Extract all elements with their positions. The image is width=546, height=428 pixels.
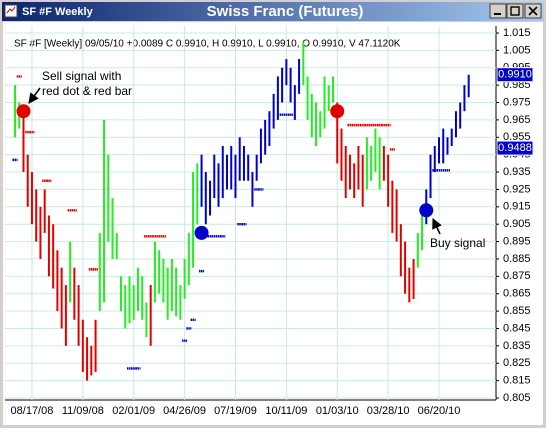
annotation-text: red dot & red bar: [42, 84, 132, 98]
y-tick-label: 0.925: [503, 183, 531, 195]
y-tick-label: 0.935: [503, 166, 531, 178]
y-tick-label: 0.855: [503, 305, 531, 317]
y-tick-label: 0.885: [503, 253, 531, 265]
window-icon: [4, 4, 18, 18]
price-tag-label: 0.9910: [498, 69, 532, 81]
window-icon-graph: [6, 6, 16, 14]
x-tick-label: 08/17/08: [11, 405, 54, 417]
price-tag-label: 0.9488: [498, 142, 532, 154]
y-tick-label: 0.905: [503, 218, 531, 230]
y-tick-label: 0.875: [503, 270, 531, 282]
y-tick-label: 0.965: [503, 114, 531, 126]
maximize-glyph: [510, 6, 520, 16]
close-glyph: [528, 6, 538, 16]
y-tick-label: 0.865: [503, 288, 531, 300]
x-tick-label: 02/01/09: [112, 405, 155, 417]
signal-dot: [330, 104, 345, 119]
annotation-text: Sell signal with: [42, 69, 121, 83]
title-bar: [2, 2, 544, 21]
plot: [12, 41, 470, 381]
annotation-text: Buy signal: [430, 236, 485, 250]
price-tag: [496, 140, 534, 156]
y-tick-label: 0.895: [503, 235, 531, 247]
y-tick-label: 0.835: [503, 340, 531, 352]
x-tick-label: 06/20/10: [418, 405, 461, 417]
x-tick-label: 03/28/10: [367, 405, 410, 417]
window-title: SF #F Weekly: [22, 6, 94, 18]
signal-dot: [16, 104, 31, 119]
y-tick-label: 0.825: [503, 357, 531, 369]
chart-subtitle: SF #F [Weekly] 09/05/10 +0.0089 C 0.9910…: [14, 39, 401, 50]
maximize-button[interactable]: [506, 3, 524, 19]
y-tick-label: 0.955: [503, 131, 531, 143]
x-tick-label: 11/09/08: [62, 405, 104, 417]
window-buttons[interactable]: [489, 3, 542, 19]
y-tick-label: 1.005: [503, 44, 531, 56]
grid: [5, 26, 496, 400]
y-tick-label: 0.805: [503, 392, 531, 404]
annotation-arrow: [28, 87, 41, 104]
y-tick-label: 0.915: [503, 201, 531, 213]
signal-dot: [194, 225, 209, 240]
y-tick-label: 0.845: [503, 322, 531, 334]
y-tick-label: 0.975: [503, 96, 531, 108]
signal-dot: [419, 203, 434, 218]
price-tag: [496, 67, 534, 83]
x-tick-label: 01/03/10: [316, 405, 359, 417]
y-tick-label: 0.815: [503, 375, 531, 387]
x-tick-label: 07/19/09: [214, 405, 257, 417]
chart-title: Swiss Franc (Futures): [207, 3, 364, 20]
y-tick-label: 1.015: [503, 27, 531, 39]
minimize-button[interactable]: [489, 3, 507, 19]
x-tick-label: 04/26/09: [163, 405, 206, 417]
annotation-arrow: [432, 218, 442, 235]
x-tick-label: 10/11/09: [265, 405, 307, 417]
chart-area: [3, 22, 543, 425]
